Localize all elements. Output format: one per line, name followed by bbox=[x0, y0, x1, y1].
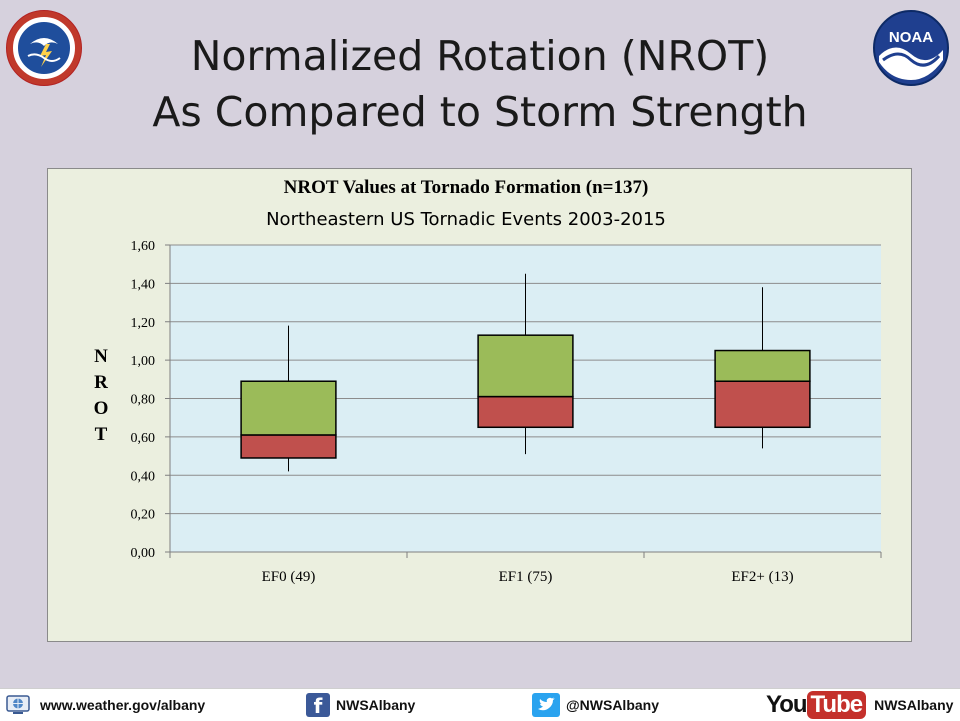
y-tick-label: 1,00 bbox=[131, 354, 156, 369]
footer-bar: www.weather.gov/albany f NWSAlbany @NWSA… bbox=[0, 688, 960, 721]
twitter-handle: @NWSAlbany bbox=[566, 697, 659, 713]
youtube-logo-you: You bbox=[766, 691, 808, 718]
slide-title-line2: As Compared to Storm Strength bbox=[152, 88, 808, 136]
x-category-label: EF2+ (13) bbox=[731, 569, 793, 585]
youtube-logo-tube: Tube bbox=[806, 691, 867, 719]
facebook-handle: NWSAlbany bbox=[336, 697, 416, 713]
facebook-icon: f bbox=[306, 693, 330, 718]
website-link[interactable]: www.weather.gov/albany bbox=[6, 689, 205, 721]
nws-logo bbox=[6, 10, 82, 86]
slide-title-line1: Normalized Rotation (NROT) bbox=[190, 32, 770, 80]
y-tick-label: 0,00 bbox=[131, 546, 156, 561]
twitter-link[interactable]: @NWSAlbany bbox=[532, 689, 659, 721]
y-axis-title-letter: T bbox=[94, 424, 108, 445]
y-tick-label: 0,20 bbox=[131, 508, 156, 523]
chart-subtitle: Northeastern US Tornadic Events 2003-201… bbox=[266, 209, 666, 230]
y-tick-label: 0,40 bbox=[131, 469, 156, 484]
noaa-logo-text: NOAA bbox=[889, 29, 933, 46]
noaa-logo: NOAA bbox=[873, 10, 949, 86]
box-upper-segment bbox=[240, 380, 337, 436]
y-axis-title-letter: N bbox=[94, 346, 108, 367]
facebook-link[interactable]: f NWSAlbany bbox=[306, 689, 415, 721]
box-lower-segment bbox=[714, 380, 811, 429]
twitter-bird-icon bbox=[532, 693, 560, 717]
box-upper-segment bbox=[477, 334, 574, 398]
x-category-label: EF0 (49) bbox=[262, 569, 316, 585]
x-category-label: EF1 (75) bbox=[499, 569, 553, 585]
box-lower-segment bbox=[477, 395, 574, 429]
youtube-handle: NWSAlbany bbox=[874, 697, 954, 713]
y-tick-label: 1,20 bbox=[131, 316, 156, 331]
y-tick-label: 0,80 bbox=[131, 393, 156, 408]
box-upper-segment bbox=[714, 349, 811, 382]
website-text: www.weather.gov/albany bbox=[40, 697, 206, 713]
y-tick-label: 1,60 bbox=[131, 239, 156, 254]
globe-computer-icon bbox=[6, 695, 30, 714]
y-tick-label: 1,40 bbox=[131, 277, 156, 292]
y-axis-title-letter: O bbox=[93, 398, 109, 419]
slide-title: Normalized Rotation (NROT) As Compared t… bbox=[80, 28, 880, 140]
y-axis-title-letter: R bbox=[94, 372, 108, 393]
chart-title: NROT Values at Tornado Formation (n=137) bbox=[284, 177, 649, 198]
box-lower-segment bbox=[240, 434, 337, 459]
youtube-link[interactable]: You Tube NWSAlbany bbox=[766, 689, 953, 721]
y-tick-label: 0,60 bbox=[131, 431, 156, 446]
